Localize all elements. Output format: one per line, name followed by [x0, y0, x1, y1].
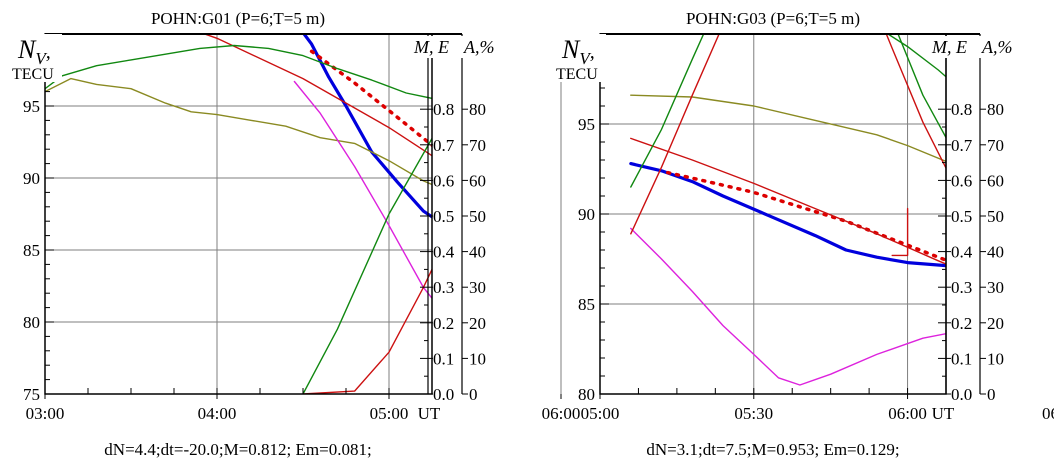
series-line-5 — [45, 44, 432, 100]
a-axis-label: A,% — [981, 37, 1013, 57]
y-tick-label: 90 — [23, 169, 40, 188]
x-tick-label: 06:00 — [542, 404, 581, 423]
ylabel-bg — [554, 34, 606, 82]
a-tick-label: 30 — [469, 278, 486, 297]
y-axis-label-main: N — [17, 35, 37, 64]
y-axis-label-sub: V — [35, 49, 48, 68]
me-tick-label: 0.1 — [951, 349, 972, 368]
a-tick-label: 80 — [469, 100, 486, 119]
a-tick-label: 60 — [987, 171, 1004, 190]
a-tick-label: 10 — [987, 349, 1004, 368]
x-tick-label: 03:00 — [26, 404, 65, 423]
me-tick-label: 0.3 — [951, 278, 972, 297]
me-tick-label: 0.3 — [433, 278, 454, 297]
me-tick-label: 0.5 — [951, 207, 972, 226]
me-tick-label: 0.6 — [433, 171, 454, 190]
a-tick-label: 50 — [469, 207, 486, 226]
series-line-3 — [202, 34, 432, 157]
x-axis-unit-label: UT — [932, 404, 955, 423]
plot-frame — [44, 33, 433, 395]
me-tick-label: 0.8 — [433, 100, 454, 119]
x-tick-label: 06:30 — [1042, 404, 1054, 423]
series-line-9 — [302, 267, 432, 394]
ylabel-bg — [10, 34, 62, 82]
a-tick-label: 80 — [987, 100, 1004, 119]
me-tick-label: 0.7 — [433, 136, 455, 155]
series-line-8 — [302, 137, 432, 394]
y-axis-label: NV, — [561, 35, 595, 68]
a-tick-label: 30 — [987, 278, 1004, 297]
series-line-5 — [886, 34, 946, 78]
a-tick-label: 40 — [987, 243, 1004, 262]
chart-panel-1: 75 80 85 90 95 03:00 04:00 05:00 06:00 UT0.0 0.1 0.… — [10, 9, 581, 459]
a-tick-label: 20 — [469, 314, 486, 333]
y-axis-label-sub: V — [579, 49, 592, 68]
a-tick-label: 70 — [469, 136, 486, 155]
series-line-7 — [630, 227, 946, 386]
y-tick-label: 85 — [578, 295, 595, 314]
right-label-bg — [408, 36, 492, 58]
me-tick-label: 0.0 — [951, 385, 972, 404]
me-tick-label: 0.5 — [433, 207, 454, 226]
series-line-4 — [891, 207, 909, 257]
a-axis-label: A,% — [463, 37, 495, 57]
x-tick-label: 06:00 — [888, 404, 927, 423]
series-group — [629, 34, 946, 386]
a-tick-label: 50 — [987, 207, 1004, 226]
me-tick-label: 0.1 — [433, 349, 454, 368]
y-tick-label: 95 — [578, 115, 595, 134]
x-tick-label: 05:00 — [581, 404, 620, 423]
series-line-9 — [630, 34, 946, 235]
series-line-1 — [302, 34, 432, 219]
series-line-2 — [309, 49, 432, 148]
x-tick-label: 04:00 — [198, 404, 237, 423]
y-axis-label-main: N — [561, 35, 581, 64]
right-label-bg — [926, 36, 1010, 58]
x-axis-unit-label: UT — [418, 404, 441, 423]
y-tick-label: 95 — [23, 97, 40, 116]
a-tick-label: 60 — [469, 171, 486, 190]
y-tick-label: 80 — [23, 313, 40, 332]
me-tick-label: 0.8 — [951, 100, 972, 119]
a-tick-label: 20 — [987, 314, 1004, 333]
chart-footer-stats: dN=3.1;dt=7.5;M=0.953; Em=0.129; — [646, 440, 899, 459]
y-axis-label: NV, — [17, 35, 51, 68]
y-axis-label-comma: , — [590, 41, 595, 63]
a-tick-label: 0 — [987, 385, 996, 404]
a-tick-label: 40 — [469, 243, 486, 262]
chart-footer-stats: dN=4.4;dt=-20.0;M=0.812; Em=0.081; — [104, 440, 371, 459]
y-axis-label-comma: , — [46, 41, 51, 63]
series-line-6 — [45, 77, 432, 186]
a-tick-label: 70 — [987, 136, 1004, 155]
series-line-7 — [293, 80, 432, 300]
y-tick-label: 90 — [578, 205, 595, 224]
series-group — [45, 34, 432, 394]
me-tick-label: 0.4 — [433, 243, 455, 262]
y-tick-label: 85 — [23, 241, 40, 260]
me-tick-label: 0.2 — [951, 314, 972, 333]
y-tick-label: 75 — [23, 385, 40, 404]
a-tick-label: 10 — [469, 349, 486, 368]
me-tick-label: 0.6 — [951, 171, 972, 190]
me-tick-label: 0.2 — [433, 314, 454, 333]
me-axis-label: M, E — [413, 37, 449, 57]
me-tick-label: 0.7 — [951, 136, 973, 155]
y-axis-unit: TECU — [12, 66, 54, 83]
chart-title: POHN:G03 (P=6;T=5 m) — [686, 9, 860, 28]
y-axis-unit: TECU — [556, 66, 598, 83]
a-tick-label: 0 — [469, 385, 478, 404]
chart-panel-2: 80 85 90 95 05:00 05:30 06:00 06:30 UT0.0 0.1 0.2 0… — [554, 9, 1054, 459]
me-axis-label: M, E — [931, 37, 967, 57]
x-tick-label: 05:00 — [370, 404, 409, 423]
x-tick-label: 05:30 — [734, 404, 773, 423]
series-line-6 — [630, 94, 946, 163]
series-line-1 — [629, 162, 946, 268]
y-tick-label: 80 — [578, 385, 595, 404]
me-tick-label: 0.0 — [433, 385, 454, 404]
me-tick-label: 0.4 — [951, 243, 973, 262]
chart-title: POHN:G01 (P=6;T=5 m) — [151, 9, 325, 28]
